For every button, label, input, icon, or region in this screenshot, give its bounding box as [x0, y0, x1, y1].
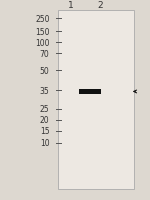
Text: 100: 100: [35, 39, 50, 47]
Bar: [79, 90, 101, 94]
Text: 20: 20: [40, 116, 50, 124]
Text: 50: 50: [40, 67, 50, 75]
Text: 25: 25: [40, 105, 50, 113]
Text: 10: 10: [40, 139, 50, 147]
Text: 35: 35: [40, 87, 50, 95]
Text: 15: 15: [40, 127, 50, 135]
Bar: [58, 11, 134, 189]
Text: 250: 250: [35, 15, 50, 23]
Text: 150: 150: [35, 28, 50, 36]
Text: 70: 70: [40, 50, 50, 58]
Text: 2: 2: [97, 1, 103, 10]
Text: 1: 1: [68, 1, 74, 10]
